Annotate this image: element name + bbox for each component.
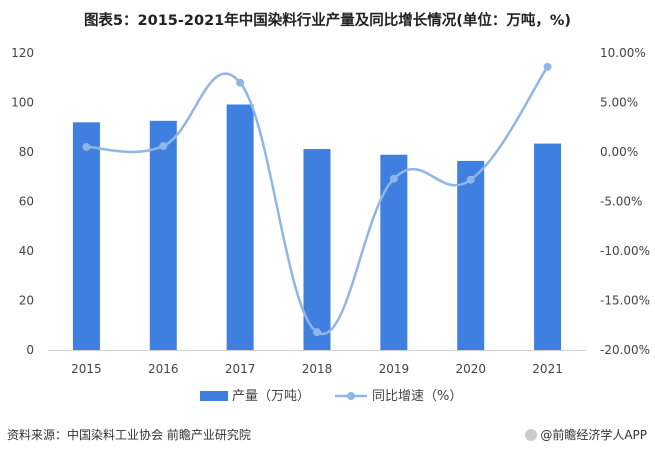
y-left-tick-label: 120 bbox=[11, 46, 34, 60]
y-left-tick-label: 0 bbox=[26, 343, 34, 357]
growth-point-2020 bbox=[466, 175, 475, 184]
x-tick-label: 2020 bbox=[455, 362, 486, 376]
brand-icon bbox=[525, 429, 538, 441]
chart-title: 图表5：2015-2021年中国染料行业产量及同比增长情况(单位：万吨，%) bbox=[83, 13, 572, 29]
legend-bar-label: 产量（万吨） bbox=[232, 389, 310, 404]
y-left-tick-label: 60 bbox=[19, 195, 34, 209]
y-right-tick-label: -5.00% bbox=[600, 195, 642, 209]
y-left-tick-label: 80 bbox=[19, 145, 34, 159]
bar-output-2015 bbox=[72, 122, 100, 350]
y-right-tick-label: 5.00% bbox=[600, 96, 638, 110]
x-tick-label: 2015 bbox=[71, 362, 102, 376]
brand-text: @前瞻经济学人APP bbox=[540, 428, 647, 442]
y-right-tick-label: -20.00% bbox=[600, 343, 650, 357]
y-right-tick-label: -15.00% bbox=[600, 294, 650, 308]
x-tick-label: 2018 bbox=[302, 362, 333, 376]
x-tick-label: 2017 bbox=[225, 362, 256, 376]
y-left-tick-label: 40 bbox=[19, 244, 34, 258]
growth-point-2021 bbox=[543, 62, 552, 71]
y-left-tick-label: 20 bbox=[19, 294, 34, 308]
brand-note: @前瞻经济学人APP bbox=[525, 426, 647, 443]
growth-point-2016 bbox=[159, 142, 168, 151]
bar-output-2017 bbox=[226, 104, 254, 350]
x-tick-label: 2021 bbox=[532, 362, 563, 376]
legend-line-label: 同比增速（%） bbox=[372, 389, 462, 404]
legend-bar-swatch bbox=[200, 391, 228, 401]
bar-output-2021 bbox=[534, 143, 562, 350]
x-tick-label: 2019 bbox=[379, 362, 410, 376]
y-right-tick-label: -10.00% bbox=[600, 244, 650, 258]
bar-output-2020 bbox=[457, 160, 485, 350]
y-left-tick-label: 100 bbox=[11, 96, 34, 110]
bar-output-2018 bbox=[303, 149, 331, 350]
bar-output-2019 bbox=[380, 154, 408, 350]
growth-point-2019 bbox=[389, 174, 398, 183]
growth-point-2018 bbox=[313, 328, 321, 337]
source-note: 资料来源：中国染料工业协会 前瞻产业研究院 bbox=[7, 428, 251, 442]
growth-point-2015 bbox=[82, 143, 91, 152]
bar-output-2016 bbox=[149, 120, 177, 350]
growth-point-2017 bbox=[236, 78, 245, 87]
y-right-tick-label: 10.00% bbox=[600, 46, 646, 60]
legend-line-marker bbox=[347, 392, 355, 400]
x-tick-label: 2016 bbox=[148, 362, 179, 376]
y-right-tick-label: 0.00% bbox=[600, 145, 638, 159]
